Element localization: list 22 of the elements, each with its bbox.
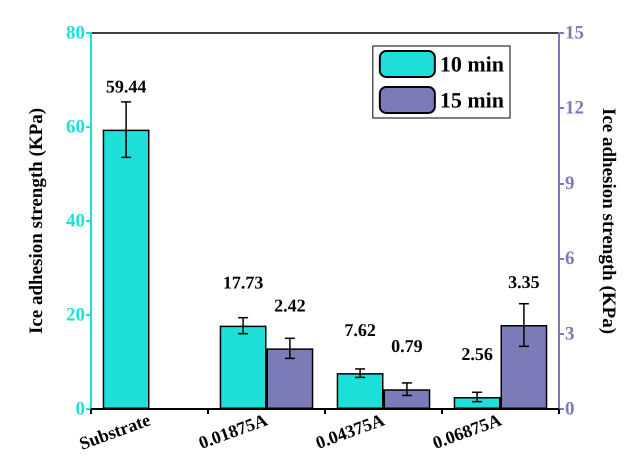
y2-tick-label: 9 — [565, 172, 574, 194]
data-label: 0.79 — [391, 336, 423, 356]
y-axis-title: Ice adhesion strength (KPa) — [26, 108, 47, 334]
y-tick-label: 40 — [66, 210, 85, 232]
data-label: 17.73 — [222, 272, 264, 293]
y-tick-label: 80 — [66, 22, 85, 44]
data-label: 2.42 — [274, 295, 306, 316]
data-label: 59.44 — [106, 76, 146, 97]
data-label: 7.62 — [344, 320, 376, 340]
y-tick-label: 60 — [66, 116, 85, 138]
legend-label: 15 min — [440, 88, 504, 112]
y2-axis-title: Ice adhesion strength (KPa) — [598, 108, 619, 334]
data-label: 3.35 — [508, 272, 540, 292]
y2-tick-label: 3 — [565, 323, 574, 344]
y-tick-label: 20 — [66, 304, 85, 326]
y2-tick-label: 6 — [565, 248, 574, 270]
y2-tick-label: 12 — [565, 98, 584, 119]
y-tick-label: 0 — [76, 398, 85, 420]
y2-tick-label: 15 — [565, 22, 584, 44]
data-label: 2.56 — [461, 344, 493, 364]
legend-label: 10 min — [440, 52, 504, 76]
y2-tick-label: 0 — [565, 398, 574, 420]
